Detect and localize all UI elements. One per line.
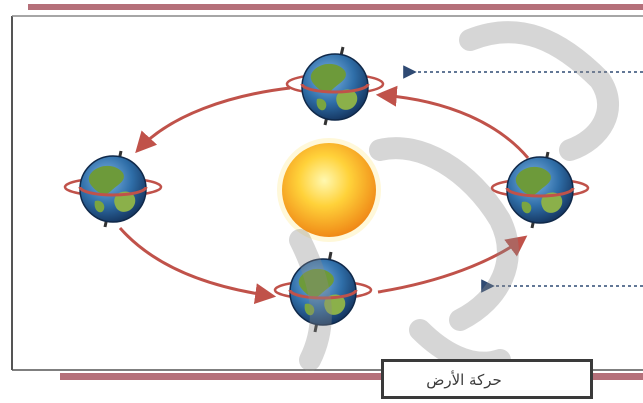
- sun: [277, 138, 381, 242]
- earth-left: [63, 150, 163, 228]
- orbit-arrow-top-left: [135, 86, 291, 154]
- bottom-bar: [60, 373, 643, 380]
- caption-label: حركة الأرض: [426, 371, 502, 389]
- earth-bottom: [273, 251, 373, 333]
- orbit-arrow-bottom-right: [377, 235, 528, 294]
- top-bar: [28, 4, 643, 10]
- earth-right: [490, 151, 590, 229]
- caption-box: [381, 359, 593, 399]
- orbit-arrow-top-right: [375, 85, 530, 159]
- earth-top: [285, 46, 385, 126]
- orbit-arrow-bottom-left: [118, 227, 277, 305]
